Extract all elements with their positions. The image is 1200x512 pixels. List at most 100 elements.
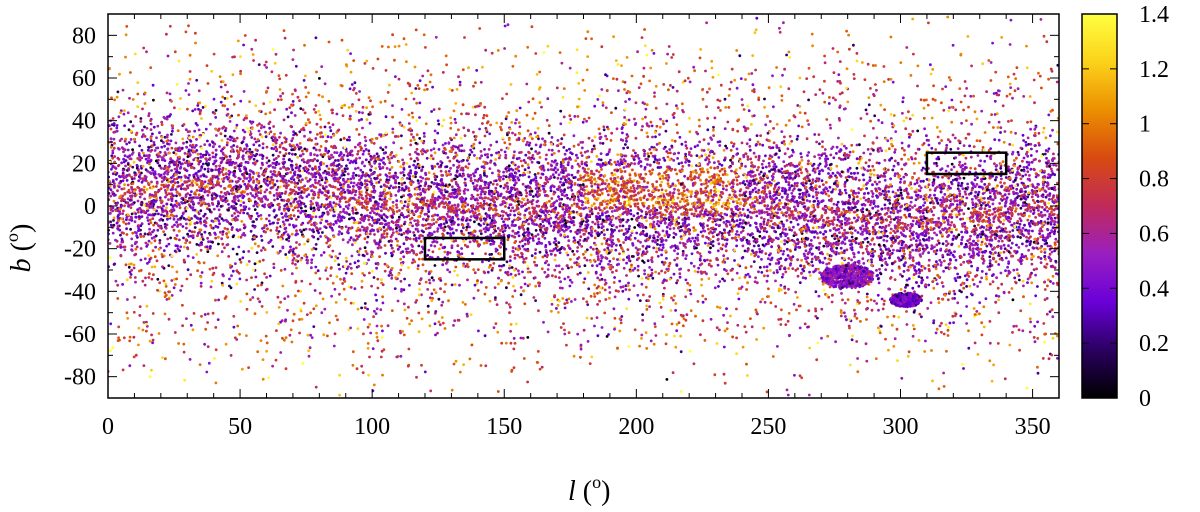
data-point bbox=[136, 157, 140, 160]
data-point bbox=[695, 154, 699, 158]
data-point bbox=[209, 245, 212, 248]
data-point bbox=[944, 169, 948, 173]
data-point bbox=[347, 204, 351, 207]
data-point bbox=[436, 227, 440, 231]
data-point bbox=[259, 166, 263, 170]
data-point bbox=[465, 228, 468, 232]
data-point bbox=[661, 229, 665, 233]
data-point bbox=[1014, 209, 1017, 213]
data-point bbox=[402, 288, 406, 292]
data-point bbox=[331, 123, 335, 126]
data-point bbox=[899, 177, 903, 181]
data-point bbox=[935, 157, 939, 161]
data-point bbox=[641, 244, 645, 248]
data-point bbox=[126, 148, 130, 152]
data-point bbox=[735, 336, 738, 340]
data-point bbox=[255, 212, 259, 215]
data-point bbox=[941, 285, 945, 288]
data-point bbox=[586, 223, 590, 227]
data-point bbox=[166, 217, 169, 221]
data-point bbox=[433, 129, 437, 133]
data-point bbox=[568, 284, 572, 288]
data-point bbox=[291, 261, 294, 265]
data-point bbox=[187, 82, 190, 85]
data-point bbox=[530, 147, 533, 151]
data-point bbox=[407, 186, 410, 190]
data-point bbox=[514, 171, 518, 175]
data-point bbox=[830, 219, 834, 223]
data-point bbox=[250, 136, 254, 139]
data-point bbox=[324, 207, 328, 210]
data-point bbox=[1037, 221, 1041, 225]
data-point bbox=[346, 172, 350, 176]
data-point bbox=[880, 297, 884, 301]
data-point bbox=[1029, 167, 1033, 171]
data-point bbox=[962, 253, 966, 257]
data-point bbox=[884, 248, 888, 251]
data-point bbox=[761, 166, 765, 170]
data-point bbox=[810, 257, 814, 261]
data-point bbox=[409, 157, 413, 161]
data-point bbox=[344, 271, 348, 275]
data-point bbox=[688, 150, 691, 154]
data-point bbox=[932, 162, 936, 165]
data-point bbox=[304, 209, 308, 213]
data-point bbox=[413, 234, 416, 237]
data-point bbox=[527, 206, 531, 210]
data-point bbox=[765, 210, 769, 214]
data-point bbox=[596, 197, 600, 200]
data-point bbox=[1027, 232, 1031, 236]
data-point bbox=[249, 229, 253, 233]
data-point bbox=[538, 250, 542, 254]
data-point bbox=[1036, 182, 1040, 186]
data-point bbox=[152, 223, 156, 227]
data-point bbox=[504, 205, 507, 208]
data-point bbox=[631, 184, 635, 188]
data-point bbox=[1021, 133, 1025, 137]
data-point bbox=[504, 211, 508, 215]
data-point bbox=[197, 217, 200, 221]
data-point bbox=[564, 223, 567, 227]
data-point bbox=[546, 168, 550, 172]
data-point bbox=[808, 270, 811, 274]
data-point bbox=[586, 201, 590, 205]
data-point bbox=[259, 185, 263, 188]
data-point bbox=[843, 301, 847, 305]
data-point bbox=[942, 269, 945, 273]
data-point bbox=[790, 139, 794, 143]
data-point bbox=[398, 209, 401, 212]
data-point bbox=[141, 128, 144, 132]
data-point bbox=[889, 211, 893, 214]
data-point bbox=[375, 307, 379, 311]
data-point bbox=[162, 154, 166, 158]
data-point bbox=[621, 131, 624, 135]
data-point bbox=[583, 170, 586, 173]
data-point bbox=[527, 175, 531, 179]
data-point bbox=[704, 193, 708, 197]
data-point bbox=[821, 261, 825, 265]
data-point bbox=[599, 152, 603, 156]
data-point bbox=[966, 132, 970, 136]
data-point bbox=[1011, 229, 1015, 232]
data-point bbox=[651, 197, 655, 200]
data-point bbox=[985, 228, 988, 232]
data-point bbox=[657, 188, 660, 192]
data-point bbox=[648, 266, 651, 269]
data-point bbox=[961, 235, 964, 239]
data-point bbox=[148, 196, 152, 200]
data-point bbox=[832, 216, 836, 220]
data-point bbox=[191, 256, 195, 259]
data-point bbox=[969, 234, 972, 238]
data-point bbox=[406, 227, 410, 231]
data-point bbox=[796, 274, 800, 278]
data-point bbox=[436, 162, 439, 166]
data-point bbox=[1038, 232, 1041, 236]
data-point bbox=[410, 243, 413, 247]
data-point bbox=[616, 160, 620, 164]
data-point bbox=[988, 191, 992, 195]
data-point bbox=[433, 264, 437, 267]
data-point bbox=[593, 236, 597, 240]
data-point bbox=[158, 131, 161, 135]
data-point bbox=[143, 257, 147, 261]
data-point bbox=[884, 190, 888, 194]
